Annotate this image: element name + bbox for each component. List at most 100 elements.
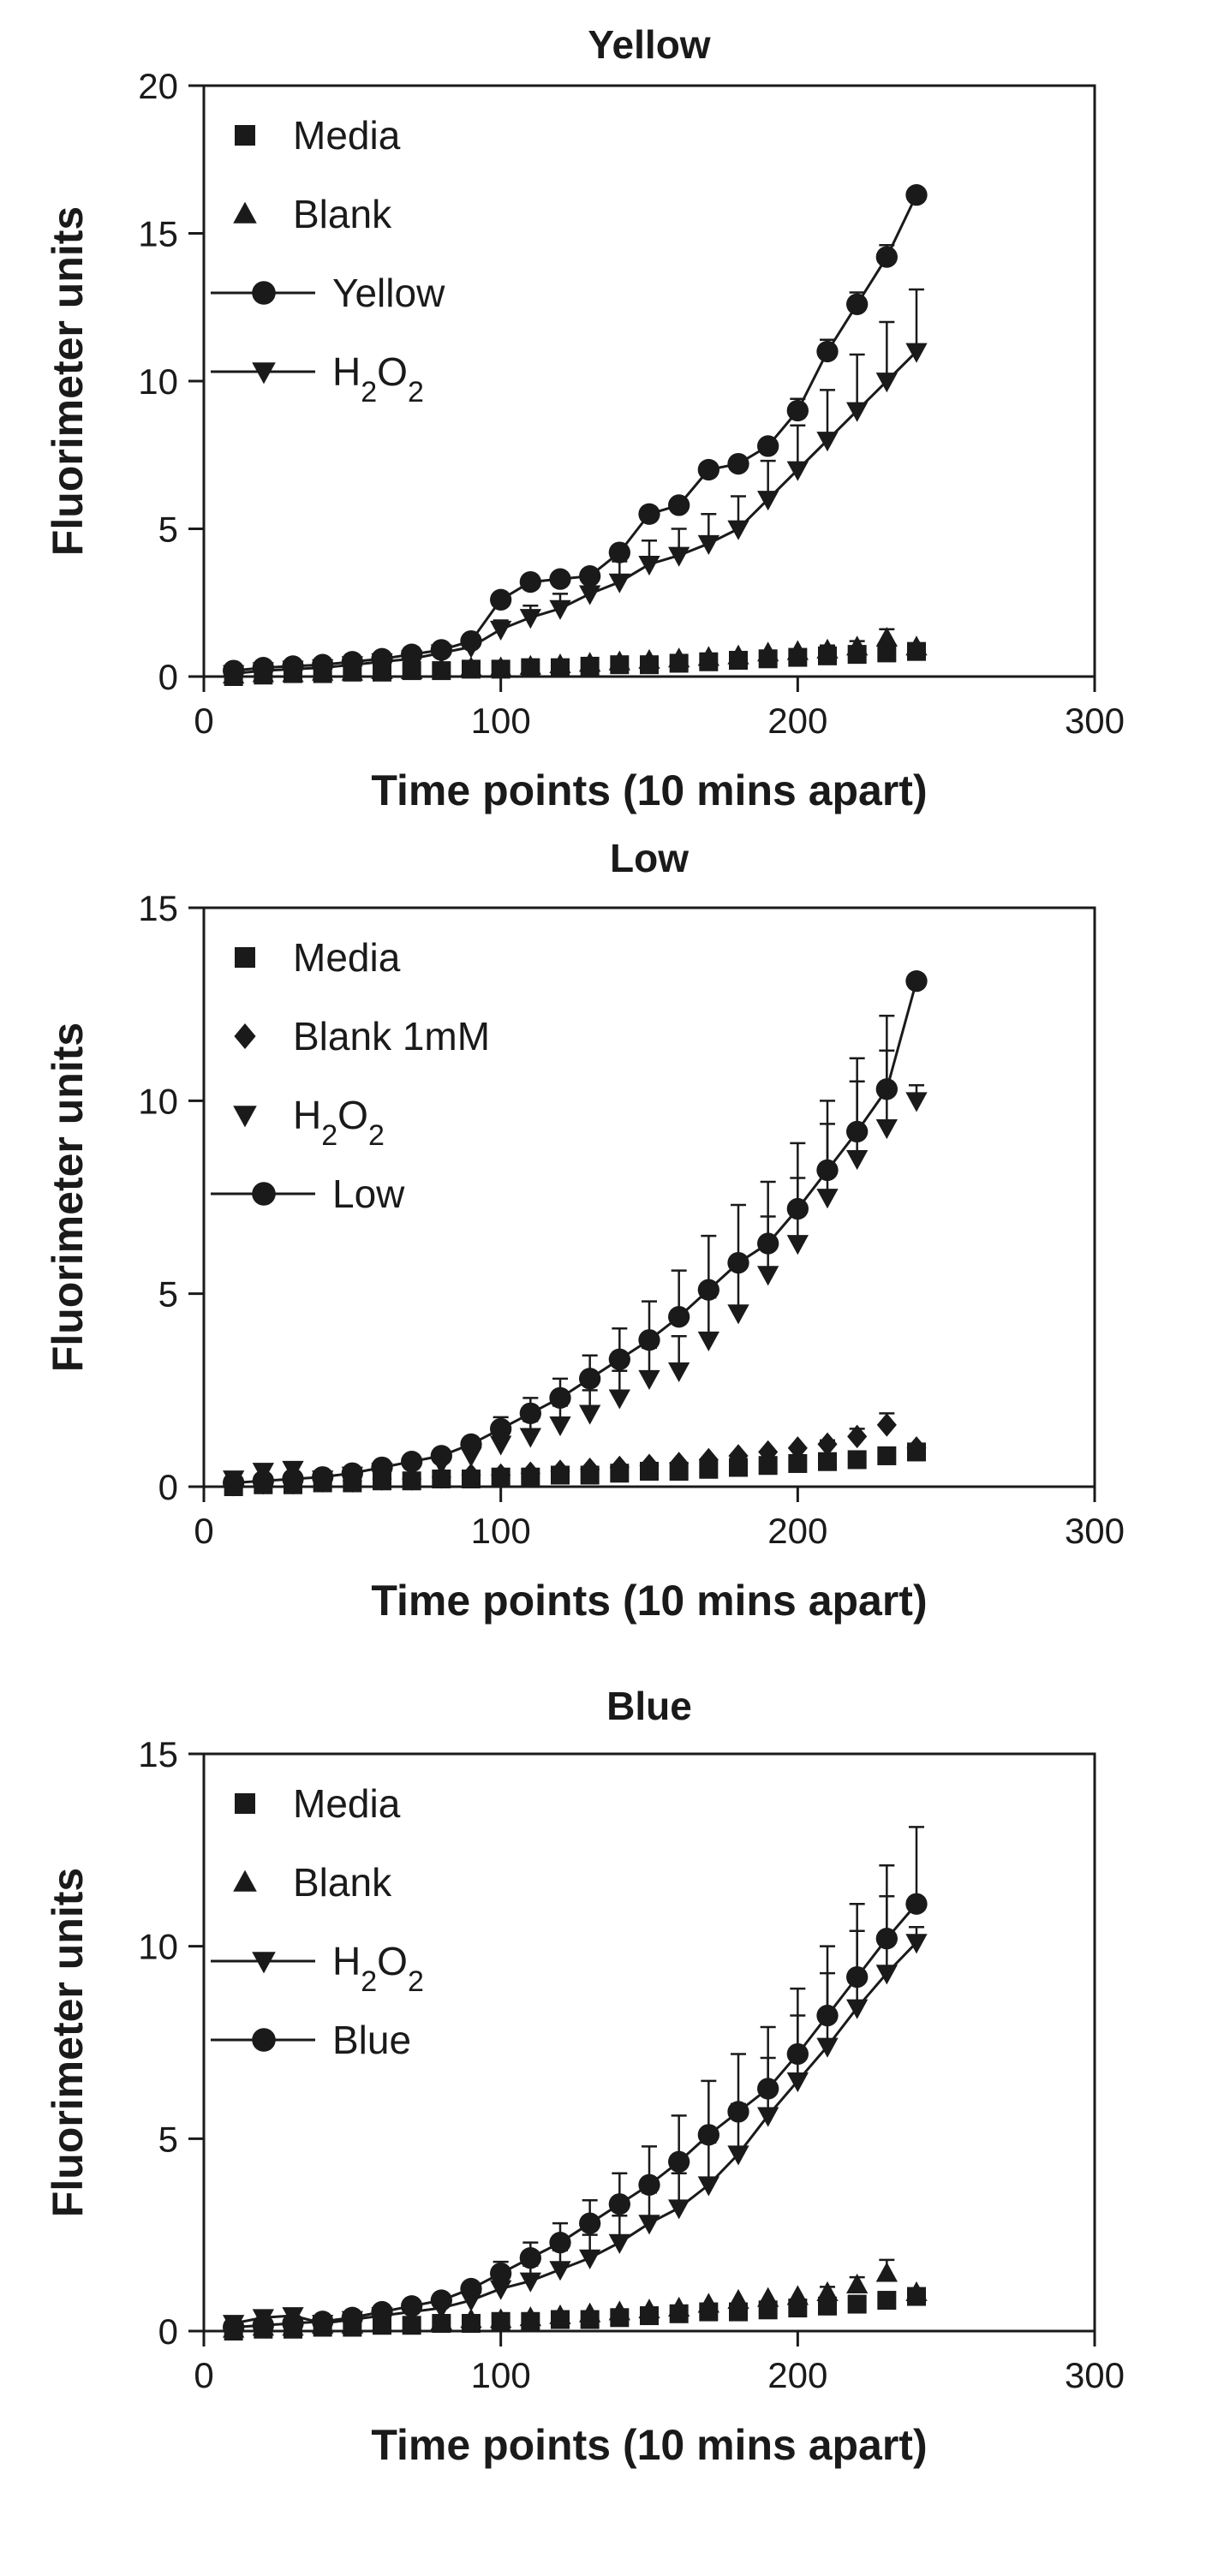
x-tick-label: 200 xyxy=(767,2355,827,2395)
data-point xyxy=(312,1466,334,1488)
data-point xyxy=(519,654,541,675)
data-point xyxy=(549,599,571,620)
legend-label-subscript: 2 xyxy=(368,1119,385,1152)
legend-label-part: H xyxy=(332,1939,361,1983)
data-point xyxy=(490,620,512,641)
data-point xyxy=(608,2233,630,2254)
data-point xyxy=(668,2150,690,2173)
series-blue xyxy=(223,1826,928,2339)
data-point xyxy=(608,650,630,671)
x-tick-label: 100 xyxy=(471,2355,531,2395)
data-point xyxy=(816,432,839,452)
legend-label: Media xyxy=(293,113,401,158)
data-point xyxy=(579,585,601,605)
data-point xyxy=(906,1436,927,1460)
y-tick-label: 15 xyxy=(138,1734,178,1774)
legend-label: Media xyxy=(293,1781,401,1826)
data-point xyxy=(223,665,245,685)
data-point xyxy=(846,402,869,422)
data-point xyxy=(252,1470,274,1492)
data-point xyxy=(786,1235,809,1255)
chart-title: Yellow xyxy=(588,22,710,67)
legend-label-part: H xyxy=(293,1093,321,1137)
data-point xyxy=(727,452,749,475)
data-point xyxy=(846,2273,869,2293)
data-point xyxy=(846,635,869,656)
data-point xyxy=(757,641,779,662)
data-point xyxy=(786,399,809,422)
legend-label: Blank 1mM xyxy=(293,1014,490,1058)
data-point xyxy=(401,1451,423,1473)
data-point xyxy=(550,1459,570,1483)
data-point xyxy=(252,2314,274,2336)
y-tick-label: 20 xyxy=(138,66,178,106)
data-point xyxy=(816,2004,839,2027)
data-point xyxy=(905,2281,928,2301)
legend-label: Blank xyxy=(293,1860,392,1905)
legend-label-part: O xyxy=(377,1939,408,1983)
legend-marker xyxy=(252,2028,276,2052)
series-line xyxy=(233,1941,918,2325)
y-tick-label: 5 xyxy=(158,2119,178,2159)
data-point xyxy=(282,1468,304,1490)
y-tick-label: 0 xyxy=(158,1467,178,1507)
data-point xyxy=(875,246,898,268)
data-point xyxy=(697,534,719,555)
data-point xyxy=(875,2262,898,2282)
legend-label-subscript: 2 xyxy=(408,1965,424,1998)
data-point xyxy=(371,1456,393,1479)
data-point xyxy=(697,2293,719,2313)
data-point xyxy=(875,1965,898,1985)
y-tick-label: 10 xyxy=(138,1927,178,1967)
legend-label-subscript: 2 xyxy=(408,376,424,408)
chart-panel-2: Low Fluorimeter units Time points (10 mins… xyxy=(44,836,1125,1625)
data-point xyxy=(608,1348,630,1370)
data-point xyxy=(549,2304,571,2324)
data-point xyxy=(341,656,363,677)
data-point xyxy=(430,644,452,665)
data-point xyxy=(817,1432,838,1457)
data-point xyxy=(579,2302,601,2323)
data-point xyxy=(727,1251,749,1274)
data-point xyxy=(401,2295,423,2317)
data-point xyxy=(847,1450,867,1470)
data-point xyxy=(430,658,452,678)
data-point xyxy=(758,1456,778,1476)
legend-label: H2O2 xyxy=(332,1939,424,1998)
data-point xyxy=(668,546,690,567)
data-point xyxy=(519,2272,541,2293)
data-point xyxy=(698,1447,719,1472)
data-point xyxy=(430,2289,452,2311)
data-point xyxy=(757,1232,779,1255)
data-point xyxy=(549,2261,571,2281)
data-point xyxy=(787,1436,808,1460)
data-point xyxy=(639,1453,660,1477)
data-point xyxy=(282,2312,304,2334)
data-point xyxy=(727,644,749,665)
y-axis-label: Fluorimeter units xyxy=(44,206,92,556)
legend-marker xyxy=(252,362,276,385)
data-point xyxy=(875,1118,898,1140)
data-point xyxy=(519,1428,541,1448)
legend-label: H2O2 xyxy=(293,1093,385,1152)
data-point xyxy=(786,2072,809,2093)
data-point xyxy=(519,570,541,593)
data-point xyxy=(608,2300,630,2321)
y-tick-label: 15 xyxy=(138,888,178,928)
data-point xyxy=(638,556,660,576)
data-point xyxy=(579,2212,601,2234)
data-point xyxy=(638,648,660,669)
data-point xyxy=(875,373,898,393)
data-point xyxy=(252,662,274,683)
legend-marker xyxy=(252,1182,276,1206)
plot-frame xyxy=(202,906,1096,1488)
data-point xyxy=(786,2285,809,2305)
data-point xyxy=(816,340,839,363)
legend-marker xyxy=(235,947,255,968)
data-point xyxy=(638,2174,660,2196)
data-point xyxy=(757,2107,779,2127)
data-point xyxy=(786,1197,809,1220)
data-point xyxy=(312,2311,334,2333)
data-point xyxy=(491,1463,511,1488)
